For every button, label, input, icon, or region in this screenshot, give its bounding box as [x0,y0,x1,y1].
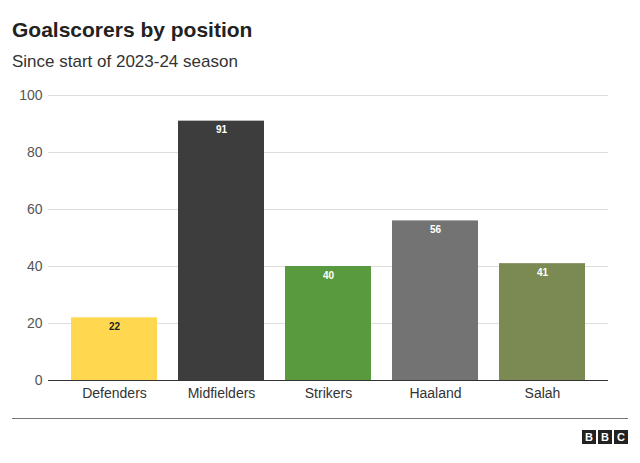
svg-text:80: 80 [27,144,43,160]
svg-text:91: 91 [216,124,228,135]
svg-text:22: 22 [109,321,121,332]
svg-text:Defenders: Defenders [82,385,147,401]
svg-text:56: 56 [430,224,442,235]
html-text:Since start of 2023-24 season: Since start of 2023-24 season [12,52,238,71]
svg-text:Haaland: Haaland [409,385,461,401]
html-text:Goalscorers by position: Goalscorers by position [12,18,253,41]
svg-text:100: 100 [19,87,43,103]
svg-text:0: 0 [35,372,43,388]
svg-text:Midfielders: Midfielders [188,385,256,401]
svg-text:Salah: Salah [525,385,561,401]
html-text:C: C [617,431,625,443]
svg-text:40: 40 [27,258,43,274]
svg-text:41: 41 [537,267,549,278]
html-text:B: B [601,431,609,443]
svg-text:60: 60 [27,201,43,217]
html-text:B: B [585,431,593,443]
svg-text:40: 40 [323,270,335,281]
svg-text:20: 20 [27,315,43,331]
svg-text:Strikers: Strikers [305,385,352,401]
